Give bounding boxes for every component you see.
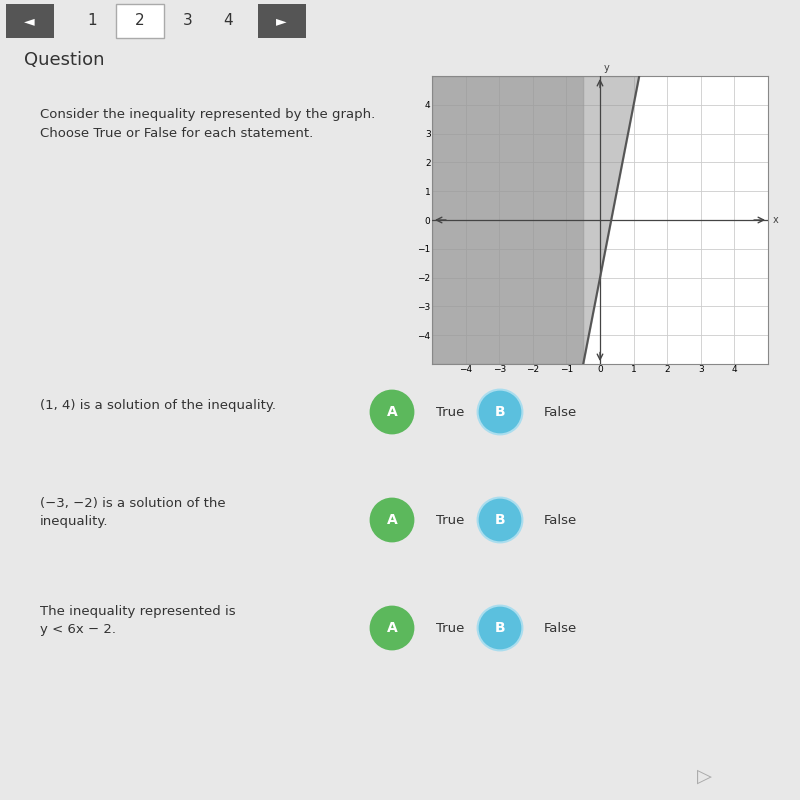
Text: ◄: ◄: [24, 14, 35, 28]
Text: B: B: [494, 513, 506, 527]
Text: 2: 2: [135, 14, 145, 28]
Text: ▷: ▷: [697, 766, 711, 786]
Text: The inequality represented is
y < 6x − 2.: The inequality represented is y < 6x − 2…: [40, 605, 236, 636]
Text: True: True: [436, 514, 464, 526]
Text: True: True: [436, 406, 464, 418]
Text: 3: 3: [183, 14, 193, 28]
Text: (1, 4) is a solution of the inequality.: (1, 4) is a solution of the inequality.: [40, 399, 276, 412]
Text: 1: 1: [87, 14, 97, 28]
Text: 4: 4: [223, 14, 233, 28]
Text: Consider the inequality represented by the graph.
Choose True or False for each : Consider the inequality represented by t…: [40, 108, 375, 140]
Text: x: x: [773, 215, 778, 225]
Text: A: A: [386, 405, 398, 419]
Text: (−3, −2) is a solution of the
inequality.: (−3, −2) is a solution of the inequality…: [40, 497, 226, 528]
Text: ►: ►: [276, 14, 287, 28]
Text: B: B: [494, 621, 506, 635]
Text: False: False: [544, 622, 578, 634]
Text: Question: Question: [24, 51, 105, 69]
Text: False: False: [544, 406, 578, 418]
Text: A: A: [386, 621, 398, 635]
Text: y: y: [603, 63, 609, 73]
Text: False: False: [544, 514, 578, 526]
Text: B: B: [494, 405, 506, 419]
Text: True: True: [436, 622, 464, 634]
Text: A: A: [386, 513, 398, 527]
